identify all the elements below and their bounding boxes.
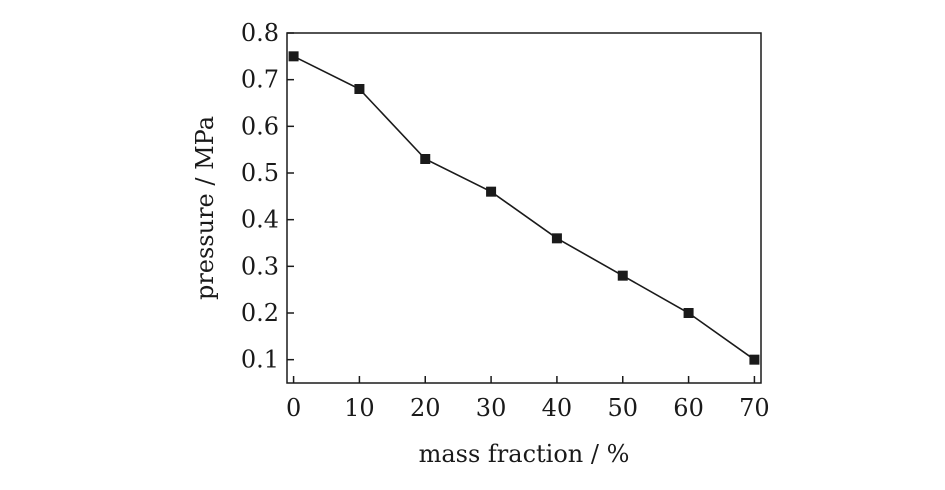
y-tick-label: 0.7 — [241, 66, 279, 94]
y-tick-label: 0.1 — [241, 346, 279, 374]
data-point-marker — [288, 51, 299, 62]
x-tick-label: 40 — [542, 394, 573, 422]
data-point-marker — [354, 84, 365, 94]
x-tick-label: 60 — [673, 394, 704, 422]
y-tick-label: 0.5 — [241, 159, 279, 187]
y-axis-title: pressure / MPa — [191, 116, 219, 300]
y-tick-label: 0.3 — [241, 252, 279, 280]
x-tick-label: 10 — [344, 394, 375, 422]
x-tick-label: 20 — [410, 394, 441, 422]
y-tick-label: 0.4 — [241, 206, 279, 234]
x-tick-label: 0 — [286, 394, 301, 422]
y-axis: 0.1 0.2 0.3 0.4 0.5 0.6 0.7 0.8 — [241, 19, 294, 374]
data-point-marker — [617, 270, 628, 281]
y-tick-label: 0.2 — [241, 299, 279, 327]
data-point-marker — [683, 308, 694, 318]
x-tick-label: 30 — [476, 394, 507, 422]
plot-frame — [286, 32, 762, 384]
x-axis: 0 10 20 30 40 50 60 70 — [286, 376, 770, 422]
data-point-marker — [551, 233, 562, 244]
series-line — [293, 55, 755, 361]
y-tick-label: 0.8 — [241, 19, 279, 47]
series-layer — [288, 51, 760, 365]
data-point-marker — [420, 154, 431, 164]
y-tick-label: 0.6 — [241, 112, 279, 140]
x-axis-title: mass fraction / % — [419, 440, 630, 468]
data-point-marker — [749, 354, 760, 365]
x-tick-label: 70 — [739, 394, 770, 422]
data-point-marker — [486, 186, 497, 197]
x-tick-label: 50 — [607, 394, 638, 422]
